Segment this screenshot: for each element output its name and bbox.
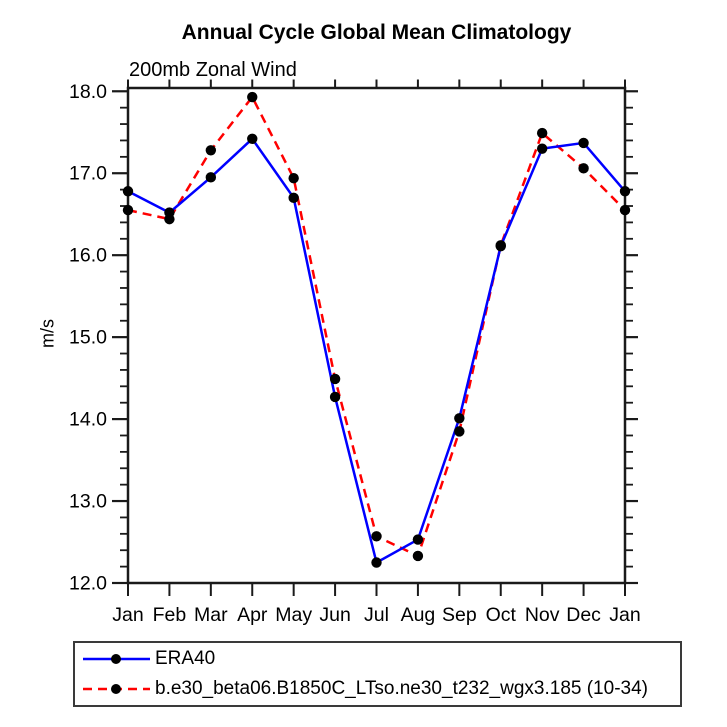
series-line-dashed [127, 94, 626, 558]
series-markers [122, 91, 631, 562]
x-tick-label: Jan [112, 604, 143, 626]
legend-line-sample-solid [83, 654, 150, 664]
x-tick-label: Apr [237, 604, 268, 626]
chart-subtitle: 200mb Zonal Wind [129, 59, 297, 81]
x-tick-label: Aug [401, 604, 436, 626]
x-tick-label: Sep [442, 604, 477, 626]
series-line-solid [127, 136, 626, 565]
y-tick-label: 15.0 [69, 327, 107, 349]
y-tick-label: 17.0 [69, 163, 107, 185]
y-tick-label: 18.0 [69, 81, 107, 103]
x-tick-label: Mar [194, 604, 228, 626]
legend-entry-era40: ERA40 [75, 645, 680, 673]
x-tick-label: Jun [319, 604, 350, 626]
legend-label: ERA40 [155, 648, 216, 669]
y-tick-label: 14.0 [69, 409, 107, 431]
x-tick-label: Oct [486, 604, 517, 626]
y-tick-label: 16.0 [69, 245, 107, 267]
y-tick-label: 13.0 [69, 491, 107, 513]
y-tick-label: 12.0 [69, 573, 107, 595]
legend-line-sample-dashed [83, 684, 150, 694]
series-markers [122, 133, 631, 568]
x-tick-label: Nov [525, 604, 560, 626]
x-tick-label: Jan [609, 604, 640, 626]
y-axis: 12.0 13.0 14.0 15.0 16.0 17.0 18.0 [69, 81, 638, 595]
legend-label: b.e30_beta06.B1850C_LTso.ne30_t232_wgx3.… [155, 678, 648, 699]
x-tick-label: Jul [364, 604, 389, 626]
x-tick-label: May [275, 604, 312, 626]
x-axis: Jan Feb Mar Apr May Jun Jul Aug Sep Oct Nov Dec Jan [112, 79, 641, 626]
x-tick-label: Feb [153, 604, 187, 626]
legend: ERA40 b.e30_beta06.B1850C_LTso.ne30_t232… [73, 641, 682, 707]
chart-title: Annual Cycle Global Mean Climatology [181, 21, 572, 44]
x-tick-label: Dec [566, 604, 601, 626]
legend-entry-model: b.e30_beta06.B1850C_LTso.ne30_t232_wgx3.… [75, 675, 680, 703]
